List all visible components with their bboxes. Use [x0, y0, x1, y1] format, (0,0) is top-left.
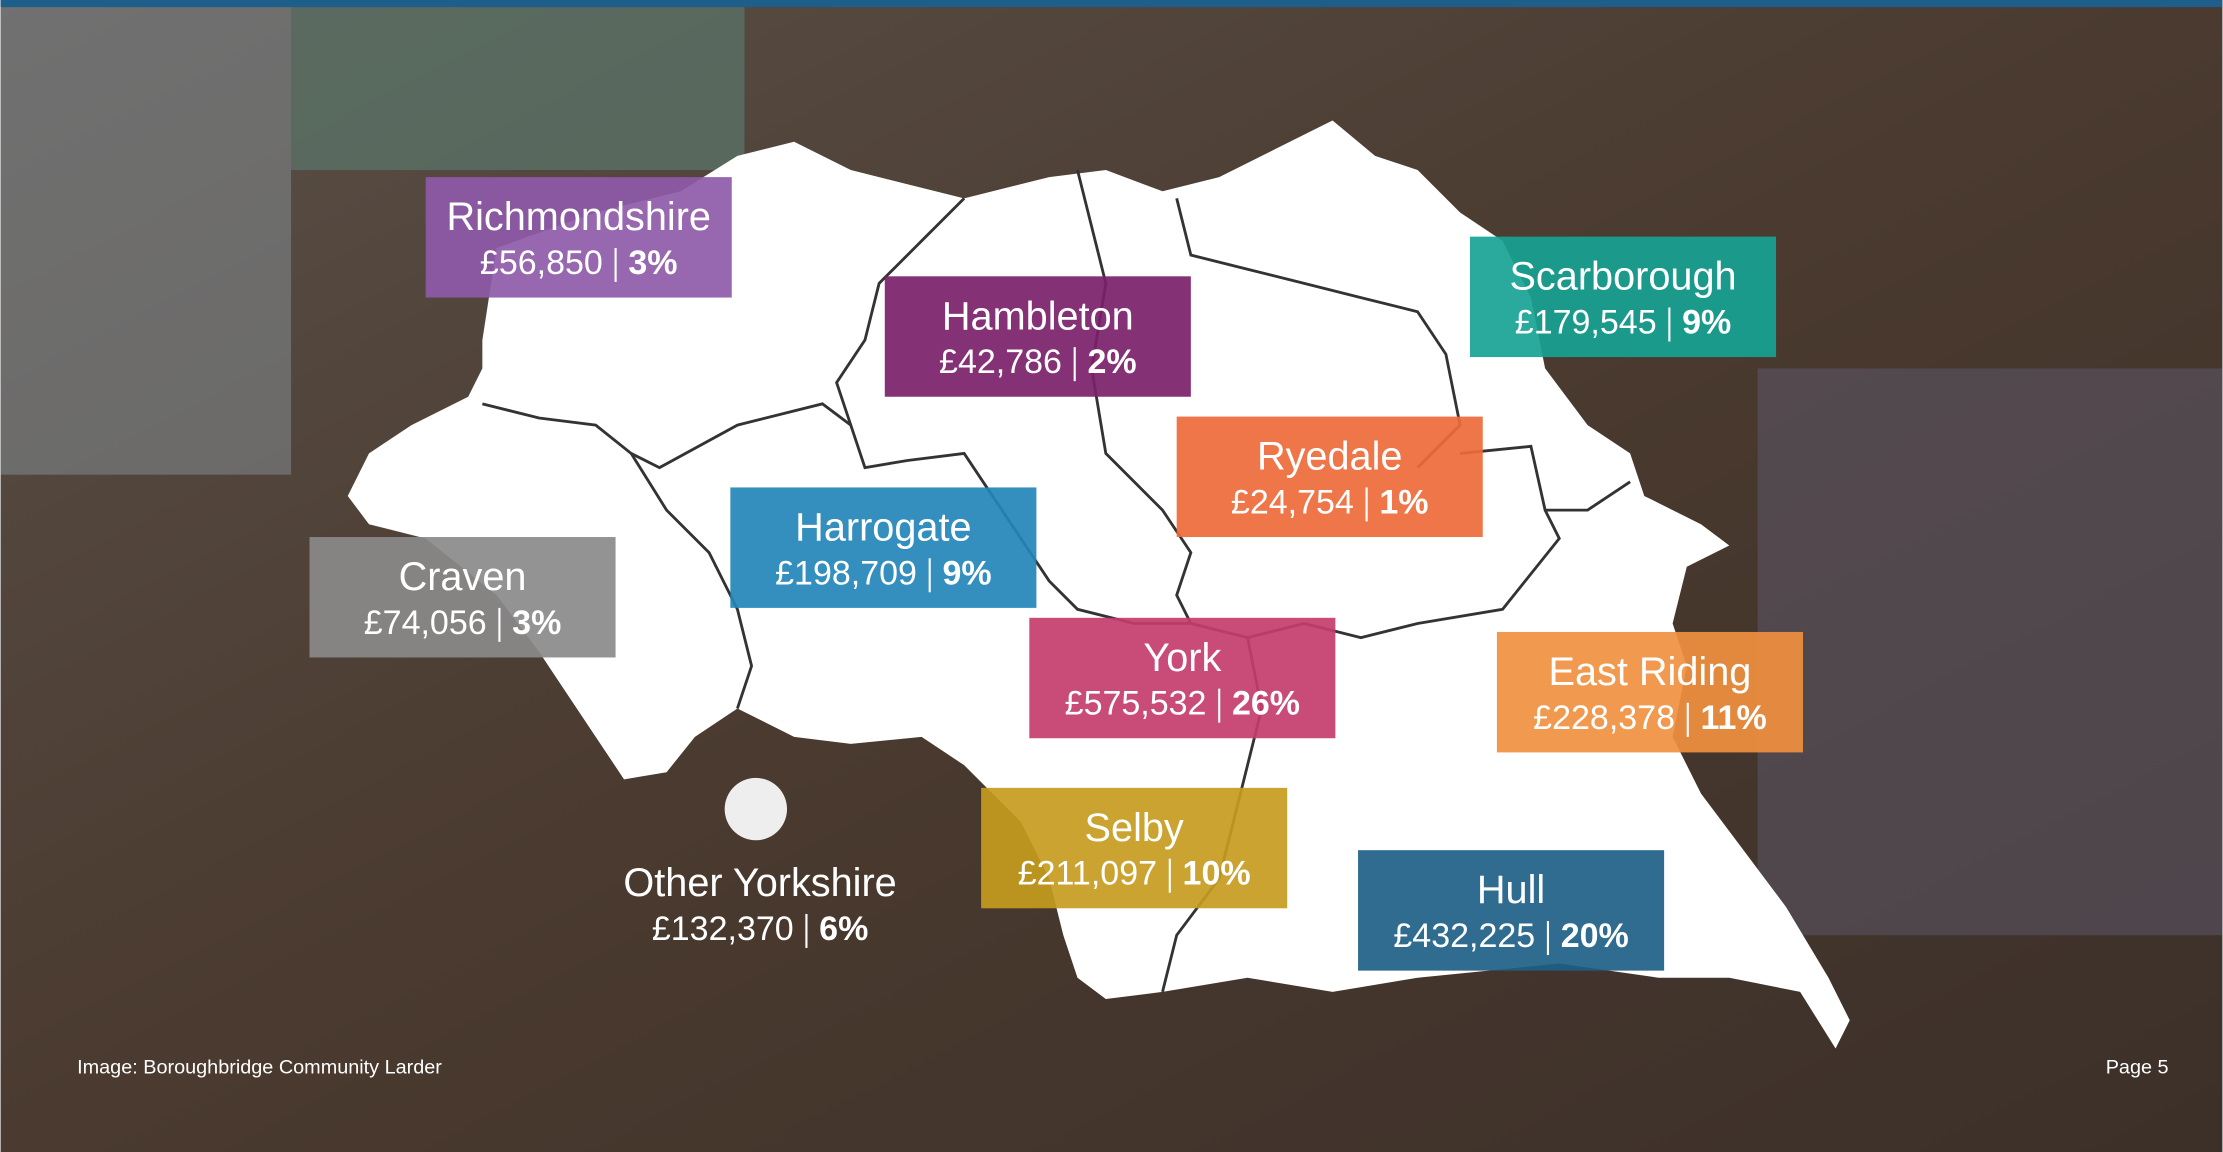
region-share: 9% — [1682, 303, 1731, 341]
label-box — [730, 487, 1037, 608]
region-share: 3% — [512, 604, 561, 642]
label-box — [1029, 617, 1336, 739]
region-name: Craven — [399, 555, 527, 599]
region-share: 9% — [942, 554, 991, 592]
region-label: Richmondshire £56,850 3% — [425, 177, 732, 298]
region-share: 6% — [819, 910, 868, 948]
region-amount: £179,545 — [1515, 303, 1657, 341]
region-amount: £228,378 — [1533, 699, 1675, 737]
background-board — [291, 7, 745, 171]
region-name: Other Yorkshire — [623, 861, 896, 905]
region-share: 26% — [1232, 685, 1300, 723]
region-name: York — [1143, 636, 1221, 680]
image-credit: Image: Boroughbridge Community Larder — [77, 1057, 442, 1079]
page-number: Page 5 — [2106, 1057, 2169, 1079]
region-amount: £56,850 — [480, 244, 603, 282]
label-box — [884, 276, 1191, 397]
label-box — [309, 537, 616, 658]
region-label: Harrogate £198,709 9% — [730, 487, 1037, 608]
region-share: 3% — [628, 244, 677, 282]
region-name: Hull — [1477, 868, 1545, 912]
region-amount: £198,709 — [775, 554, 917, 592]
label-box — [981, 787, 1288, 909]
region-amount: £132,370 — [652, 910, 794, 948]
region-name: East Riding — [1549, 650, 1752, 694]
region-name: Richmondshire — [446, 195, 711, 239]
region-amount: £575,532 — [1065, 685, 1207, 723]
other-label: Other Yorkshire £132,370 6% — [623, 777, 897, 948]
region-name: Scarborough — [1509, 255, 1736, 299]
region-share: 20% — [1561, 917, 1629, 955]
background-figure — [1757, 368, 2223, 936]
region-name: Selby — [1085, 806, 1184, 850]
region-label: Craven £74,056 3% — [309, 537, 616, 658]
region-amount: £211,097 — [1018, 855, 1157, 893]
region-share: 1% — [1379, 483, 1428, 521]
label-box — [425, 177, 732, 298]
region-amount: £74,056 — [364, 604, 487, 642]
region-label: Selby £211,097 10% — [981, 787, 1288, 909]
region-label: Ryedale £24,754 1% — [1176, 416, 1483, 538]
other-marker — [724, 777, 788, 841]
label-box — [1176, 416, 1483, 538]
region-amount: £24,754 — [1231, 483, 1354, 521]
region-label: Scarborough £179,545 9% — [1469, 236, 1777, 358]
label-box — [1469, 236, 1777, 358]
region-name: Harrogate — [795, 505, 971, 549]
region-name: Hambleton — [942, 294, 1134, 338]
region-share: 10% — [1183, 855, 1251, 893]
region-label: Hambleton £42,786 2% — [884, 276, 1191, 397]
top-bar — [0, 0, 2223, 8]
region-name: Ryedale — [1257, 435, 1403, 479]
label-box — [1358, 850, 1665, 971]
label-box — [1496, 631, 1803, 753]
region-amount: £42,786 — [939, 343, 1062, 381]
region-label: Hull £432,225 20% — [1358, 850, 1665, 971]
region-share: 11% — [1701, 699, 1767, 737]
region-label: East Riding £228,378 11% — [1496, 631, 1803, 753]
region-amount: £432,225 — [1393, 917, 1535, 955]
background-banner — [0, 7, 292, 475]
region-share: 2% — [1087, 343, 1136, 381]
region-label: York £575,532 26% — [1029, 617, 1336, 739]
